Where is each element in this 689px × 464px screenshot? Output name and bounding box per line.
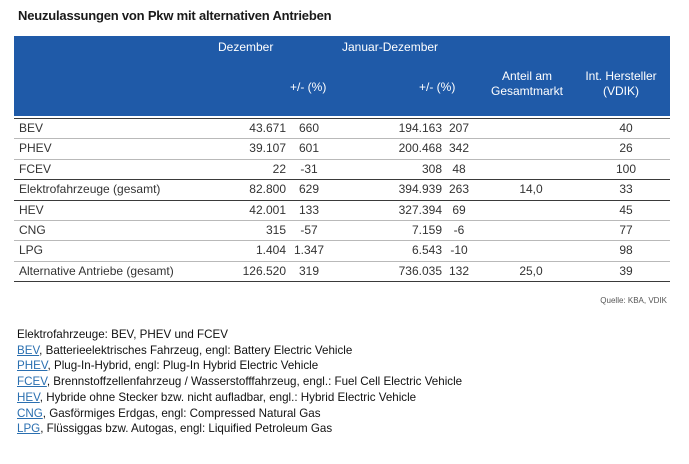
cell-int-hersteller: 77 [619, 222, 633, 237]
header-dezember: Dezember [218, 40, 274, 54]
table-row: CNG 315 -57 7.159 -6 77 [14, 221, 670, 242]
table-row-total: Elektrofahrzeuge (gesamt) 82.800 629 394… [14, 180, 670, 201]
cell-januar-dezember: 736.035 [398, 263, 442, 278]
glossary-link-phev[interactable]: PHEV [17, 359, 48, 373]
glossary-link-lpg[interactable]: LPG [17, 422, 41, 436]
glossary-link-fcev[interactable]: FCEV [17, 375, 47, 389]
cell-januar-dezember: 200.468 [398, 141, 442, 156]
glossary-link-cng[interactable]: CNG [17, 406, 43, 420]
row-label: CNG [19, 222, 46, 237]
cell-int-hersteller: 33 [619, 182, 633, 197]
cell-int-hersteller: 45 [619, 202, 633, 217]
cell-int-hersteller: 40 [619, 121, 633, 135]
cell-dezember: 1.404 [255, 243, 286, 258]
glossary-text: , Gasförmiges Erdgas, engl: Compressed N… [42, 406, 321, 420]
table-row: LPG 1.404 1.347 6.543 -10 98 [14, 241, 670, 262]
cell-januar-dezember-pct: 69 [452, 202, 466, 217]
header-anteil-line1: Anteil am [501, 69, 553, 83]
page-title: Neuzulassungen von Pkw mit alternativen … [18, 8, 332, 23]
header-pct-januar-dezember: +/- (%) [419, 80, 456, 94]
glossary-text: , Plug-In-Hybrid, engl: Plug-In Hybrid E… [47, 359, 319, 373]
glossary-item: BEV, Batterieelektrisches Fahrzeug, engl… [17, 343, 462, 359]
row-label: PHEV [19, 141, 52, 156]
table-row: FCEV 22 -31 308 48 100 [14, 160, 670, 181]
cell-dezember-pct: 660 [298, 121, 320, 135]
cell-int-hersteller: 26 [619, 141, 633, 156]
row-label: FCEV [19, 161, 52, 176]
glossary-item: PHEV, Plug-In-Hybrid, engl: Plug-In Hybr… [17, 358, 462, 374]
glossary-item: LPG, Flüssiggas bzw. Autogas, engl: Liqu… [17, 421, 462, 437]
glossary-link-hev[interactable]: HEV [17, 390, 40, 404]
cell-januar-dezember: 394.939 [398, 182, 442, 197]
cell-januar-dezember-pct: 132 [448, 263, 470, 278]
glossary-item: FCEV, Brennstoffzellenfahrzeug / Wassers… [17, 374, 462, 390]
header-anteil-line2: Gesamtmarkt [490, 84, 563, 98]
cell-int-hersteller: 39 [619, 263, 633, 278]
cell-dezember-pct: 601 [298, 141, 320, 156]
table-body: BEV 43.671 660 194.163 207 40 PHEV 39.10… [14, 118, 670, 283]
glossary-text: , Flüssiggas bzw. Autogas, engl: Liquifi… [40, 422, 333, 436]
glossary-text: , Batterieelektrisches Fahrzeug, engl: B… [39, 343, 353, 357]
cell-dezember-pct: 1.347 [293, 243, 325, 258]
cell-januar-dezember: 327.394 [398, 202, 442, 217]
header-anteil: Anteil am Gesamtmarkt [482, 69, 572, 99]
row-label: HEV [19, 202, 44, 217]
source-note: Quelle: KBA, VDIK [600, 296, 667, 305]
header-int-line2: (VDIK) [603, 84, 639, 98]
row-label: Elektrofahrzeuge (gesamt) [19, 182, 161, 197]
cell-anteil: 14,0 [519, 182, 543, 197]
cell-januar-dezember-pct: -10 [450, 243, 468, 258]
glossary: Elektrofahrzeuge: BEV, PHEV und FCEV BEV… [17, 327, 462, 437]
table-row: BEV 43.671 660 194.163 207 40 [14, 118, 670, 140]
cell-januar-dezember-pct: 48 [452, 161, 466, 176]
cell-dezember: 315 [265, 222, 286, 237]
table-row-total: Alternative Antriebe (gesamt) 126.520 31… [14, 262, 670, 283]
glossary-link-bev[interactable]: BEV [17, 343, 40, 357]
glossary-text: , Brennstoffzellenfahrzeug / Wasserstoff… [46, 375, 463, 389]
cell-dezember: 22 [272, 161, 286, 176]
table-row: HEV 42.001 133 327.394 69 45 [14, 201, 670, 221]
glossary-text: , Hybride ohne Stecker bzw. nicht auflad… [39, 390, 417, 404]
table-header: Dezember Januar-Dezember +/- (%) +/- (%)… [14, 36, 670, 116]
glossary-item: HEV, Hybride ohne Stecker bzw. nicht auf… [17, 390, 462, 406]
cell-int-hersteller: 100 [615, 161, 637, 176]
cell-januar-dezember: 6.543 [411, 243, 442, 258]
header-int-line1: Int. Hersteller [585, 69, 657, 83]
glossary-item: CNG, Gasförmiges Erdgas, engl: Compresse… [17, 406, 462, 422]
row-label: Alternative Antriebe (gesamt) [19, 263, 174, 278]
cell-januar-dezember: 308 [421, 161, 442, 176]
cell-dezember: 82.800 [249, 182, 286, 197]
header-januar-dezember: Januar-Dezember [342, 40, 439, 54]
cell-januar-dezember: 7.159 [411, 222, 442, 237]
cell-dezember: 43.671 [249, 121, 286, 135]
cell-dezember: 42.001 [249, 202, 286, 217]
cell-dezember-pct: -57 [300, 222, 318, 237]
cell-anteil: 25,0 [519, 263, 543, 278]
table-row: PHEV 39.107 601 200.468 342 26 [14, 139, 670, 160]
cell-januar-dezember-pct: 342 [448, 141, 470, 156]
cell-januar-dezember: 194.163 [398, 121, 442, 135]
cell-dezember-pct: 629 [298, 182, 320, 197]
cell-januar-dezember-pct: 263 [448, 182, 470, 197]
row-label: BEV [19, 121, 44, 135]
cell-int-hersteller: 98 [619, 243, 633, 258]
cell-januar-dezember-pct: 207 [448, 121, 470, 135]
cell-dezember-pct: 319 [298, 263, 320, 278]
cell-dezember-pct: -31 [300, 161, 318, 176]
glossary-intro: Elektrofahrzeuge: BEV, PHEV und FCEV [17, 328, 228, 341]
cell-dezember-pct: 133 [298, 202, 320, 217]
header-pct-dezember: +/- (%) [290, 80, 327, 94]
cell-dezember: 39.107 [249, 141, 286, 156]
row-label: LPG [19, 243, 44, 258]
cell-januar-dezember-pct: -6 [453, 222, 465, 237]
cell-dezember: 126.520 [242, 263, 286, 278]
header-int-hersteller: Int. Hersteller (VDIK) [574, 69, 668, 99]
